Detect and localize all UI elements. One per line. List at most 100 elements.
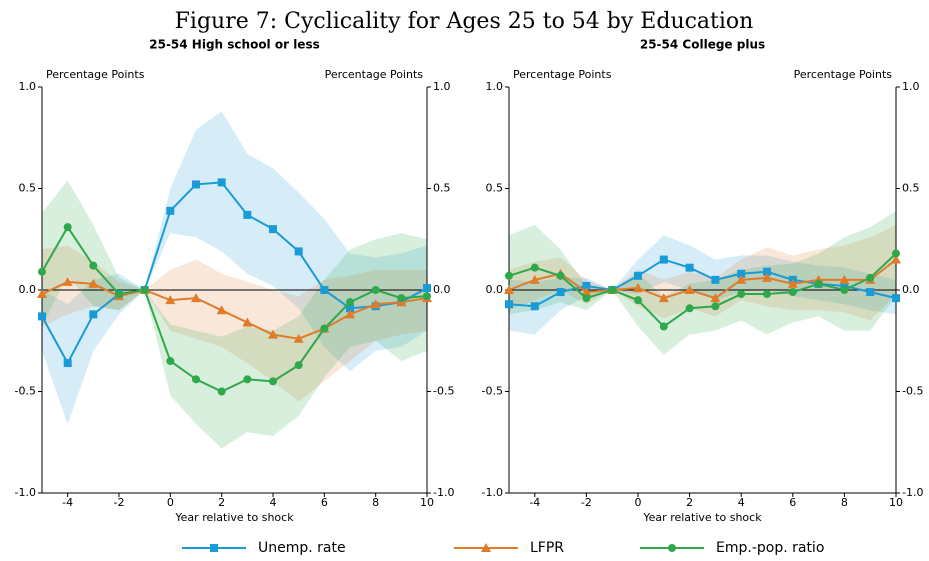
series-line: [41, 225, 428, 393]
marker: [294, 247, 303, 256]
marker: [505, 300, 513, 309]
marker: [840, 286, 849, 294]
legend-label: Unemp. rate: [258, 540, 346, 556]
marker: [839, 274, 850, 284]
marker: [346, 298, 354, 307]
marker: [345, 309, 355, 319]
confidence-band: [509, 225, 896, 321]
y2-tick-label: 1.0: [902, 80, 920, 93]
panel-title: 25-54 High school or less: [149, 38, 319, 52]
marker: [505, 271, 513, 280]
x-tick-label: -2: [114, 496, 125, 509]
confidence-band: [509, 235, 896, 335]
marker: [63, 359, 72, 368]
marker: [242, 317, 253, 327]
marker: [63, 223, 72, 232]
marker: [736, 274, 747, 284]
marker: [192, 375, 200, 384]
x-tick-label: 2: [686, 496, 693, 509]
y2-tick-label: 0.5: [433, 182, 451, 195]
marker: [140, 286, 149, 294]
marker: [762, 272, 772, 282]
marker: [115, 290, 123, 299]
y2-tick-label: 0.5: [902, 182, 920, 195]
x-tick-label: 10: [889, 496, 903, 509]
legend-label: LFPR: [530, 540, 564, 556]
marker: [582, 281, 591, 290]
y-tick-label: 0.0: [19, 283, 37, 296]
marker: [320, 324, 329, 333]
x-tick-label: 4: [270, 496, 277, 509]
marker: [166, 357, 175, 366]
y2-tick-label: 0.0: [902, 283, 920, 296]
marker: [659, 255, 668, 264]
y-tick-label: 0.0: [486, 283, 504, 296]
x-tick-label: 10: [420, 496, 434, 509]
marker: [711, 275, 720, 284]
legend-label: Emp.-pop. ratio: [716, 540, 824, 556]
marker: [371, 286, 380, 294]
marker: [684, 285, 695, 294]
marker: [685, 304, 694, 313]
marker: [346, 304, 354, 313]
y-axis-label: Percentage Points: [513, 68, 612, 81]
y-tick-label: -1.0: [482, 486, 503, 499]
marker: [582, 294, 591, 303]
marker: [737, 290, 746, 299]
marker: [243, 375, 252, 384]
y2-tick-label: -0.5: [433, 385, 454, 398]
marker: [608, 286, 617, 294]
panel-title: 25-54 College plus: [640, 38, 765, 52]
marker: [634, 296, 642, 305]
y-axis-label: Percentage Points: [46, 68, 145, 81]
marker: [481, 543, 491, 552]
marker: [216, 305, 227, 315]
confidence-band: [509, 210, 896, 355]
series-line: [508, 258, 897, 300]
y2-axis-label: Percentage Points: [794, 68, 893, 81]
y2-tick-label: 0.0: [433, 283, 451, 296]
figure-title: Figure 7: Cyclicality for Ages 25 to 54 …: [175, 9, 754, 34]
y-tick-label: -1.0: [15, 486, 36, 499]
y2-tick-label: -1.0: [433, 486, 454, 499]
confidence-band: [42, 111, 427, 424]
marker: [210, 544, 218, 552]
marker: [658, 293, 669, 303]
x-tick-label: 4: [738, 496, 745, 509]
marker: [814, 279, 823, 288]
marker: [269, 225, 277, 234]
x-tick-label: 0: [635, 496, 642, 509]
marker: [866, 288, 875, 297]
marker: [89, 261, 98, 270]
x-tick-label: -2: [581, 496, 592, 509]
marker: [397, 294, 406, 303]
marker: [634, 271, 642, 280]
y-tick-label: 1.0: [19, 80, 37, 93]
y2-axis-label: Percentage Points: [325, 68, 424, 81]
series-line: [41, 280, 428, 340]
marker: [710, 293, 721, 303]
x-tick-label: -4: [529, 496, 540, 509]
y-tick-label: -0.5: [482, 385, 503, 398]
series-line: [508, 258, 897, 308]
y-tick-label: 0.5: [19, 182, 37, 195]
marker: [89, 310, 98, 319]
marker: [763, 267, 771, 276]
marker: [530, 263, 539, 272]
marker: [38, 267, 46, 276]
marker: [243, 210, 252, 219]
marker: [38, 312, 46, 321]
marker: [787, 278, 798, 288]
y-tick-label: 1.0: [486, 80, 504, 93]
x-tick-label: 6: [789, 496, 796, 509]
marker: [866, 273, 875, 282]
marker: [269, 377, 277, 386]
marker: [191, 293, 201, 303]
marker: [294, 361, 303, 370]
marker: [763, 290, 771, 299]
marker: [633, 282, 643, 292]
y-tick-label: -0.5: [15, 385, 36, 398]
marker: [891, 254, 901, 264]
x-tick-label: -4: [62, 496, 73, 509]
